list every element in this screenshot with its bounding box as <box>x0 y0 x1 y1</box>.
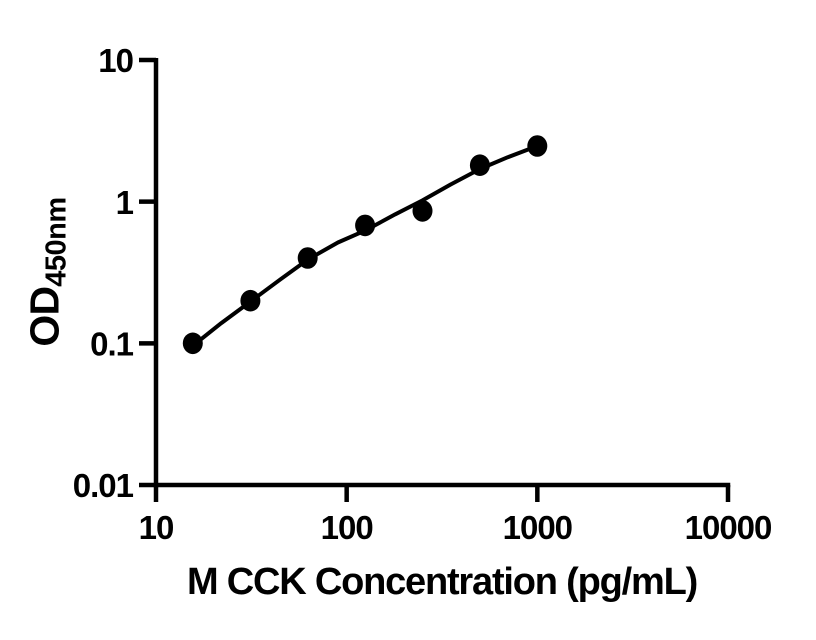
x-tick-label: 1000 <box>503 509 572 546</box>
y-tick-label: 0.01 <box>73 467 134 504</box>
x-axis-title: M CCK Concentration (pg/mL) <box>186 561 698 603</box>
y-tick-label: 0.1 <box>90 326 134 363</box>
data-point-marker <box>182 332 203 355</box>
data-point-marker <box>240 289 261 312</box>
data-point-marker <box>412 200 433 222</box>
y-tick-label: 1 <box>116 184 134 221</box>
y-axis-title: OD450nm <box>21 197 73 347</box>
data-point-marker <box>297 247 318 269</box>
x-tick-label: 10000 <box>685 509 772 546</box>
data-point-marker <box>355 214 376 237</box>
x-tick-label: 10 <box>139 509 174 546</box>
y-axis-title-main: OD <box>21 286 68 347</box>
data-point-marker <box>527 135 548 157</box>
y-tick-label: 10 <box>98 42 133 79</box>
fit-curve-path <box>190 144 540 348</box>
data-point-marker <box>469 154 490 176</box>
y-axis-title-subscript: 450nm <box>40 197 73 287</box>
x-tick-label: 100 <box>321 509 373 546</box>
